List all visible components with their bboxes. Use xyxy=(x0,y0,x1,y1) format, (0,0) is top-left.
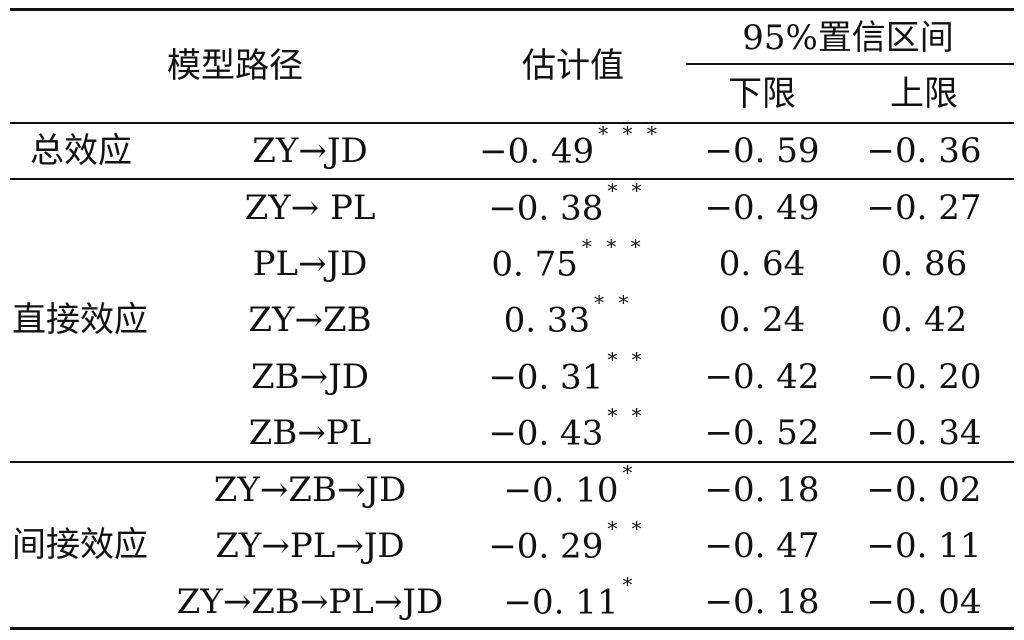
ci-header-underline xyxy=(686,63,1014,65)
section-rule-total xyxy=(10,178,1014,180)
row-path: ZY→ZB→PL→JD xyxy=(176,582,444,622)
row-upper: 0. 86 xyxy=(880,244,968,284)
bottom-rule xyxy=(10,627,1014,630)
significance-marker: * xyxy=(622,572,637,597)
group-indirect-effect: 间接效应 xyxy=(12,525,148,565)
header-upper: 上限 xyxy=(890,74,958,114)
row-upper: −0. 34 xyxy=(866,413,982,453)
top-rule xyxy=(10,8,1014,11)
row-estimate: −0. 43 * * xyxy=(488,403,646,454)
row-lower: −0. 18 xyxy=(704,582,820,622)
row-upper: −0. 04 xyxy=(866,582,982,622)
significance-marker: * * xyxy=(607,347,646,372)
row-upper: −0. 20 xyxy=(866,357,982,397)
row-path: ZY→ZB xyxy=(248,300,372,340)
significance-marker: * * xyxy=(607,178,646,203)
row-path: ZY→ZB→JD xyxy=(213,470,407,510)
significance-marker: * * xyxy=(594,290,633,315)
row-path: ZY→PL→JD xyxy=(215,526,405,566)
header-rule xyxy=(10,122,1014,124)
row-lower: 0. 24 xyxy=(718,300,806,340)
row-estimate: 0. 33 * * xyxy=(503,290,633,341)
row-lower: −0. 47 xyxy=(704,526,820,566)
row-lower: −0. 52 xyxy=(704,413,820,453)
header-estimate: 估计值 xyxy=(522,46,624,86)
row-lower: −0. 49 xyxy=(704,188,820,228)
row-estimate: −0. 49 * * * xyxy=(479,121,661,172)
group-total-effect: 总效应 xyxy=(30,131,132,171)
section-rule-direct xyxy=(10,461,1014,463)
significance-marker: * xyxy=(622,460,637,485)
row-lower: −0. 59 xyxy=(704,131,820,171)
header-ci: 95%置信区间 xyxy=(742,18,954,58)
row-estimate: −0. 38 * * xyxy=(488,178,646,229)
significance-marker: * * xyxy=(607,403,646,428)
row-upper: 0. 42 xyxy=(880,300,968,340)
row-path: PL→JD xyxy=(252,244,368,284)
row-lower: −0. 42 xyxy=(704,357,820,397)
row-estimate: 0. 75 * * * xyxy=(491,234,645,285)
header-lower: 下限 xyxy=(728,74,796,114)
row-lower: 0. 64 xyxy=(718,244,806,284)
row-upper: −0. 36 xyxy=(866,131,982,171)
significance-marker: * * * xyxy=(581,234,645,259)
row-path: ZB→JD xyxy=(251,357,369,397)
row-estimate: −0. 11 * xyxy=(503,572,637,623)
row-estimate: −0. 31 * * xyxy=(488,347,646,398)
header-path: 模型路径 xyxy=(167,46,303,86)
row-upper: −0. 11 xyxy=(866,526,982,566)
row-upper: −0. 27 xyxy=(866,188,982,228)
row-lower: −0. 18 xyxy=(704,470,820,510)
row-upper: −0. 02 xyxy=(866,470,982,510)
significance-marker: * * * xyxy=(598,121,661,146)
row-estimate: −0. 29 * * xyxy=(488,516,646,567)
row-path: ZY→JD xyxy=(252,131,368,171)
row-path: ZB→PL xyxy=(248,413,372,453)
group-direct-effect: 直接效应 xyxy=(12,300,148,340)
significance-marker: * * xyxy=(607,516,646,541)
row-path: ZY→ PL xyxy=(244,188,376,228)
row-estimate: −0. 10 * xyxy=(503,460,637,511)
